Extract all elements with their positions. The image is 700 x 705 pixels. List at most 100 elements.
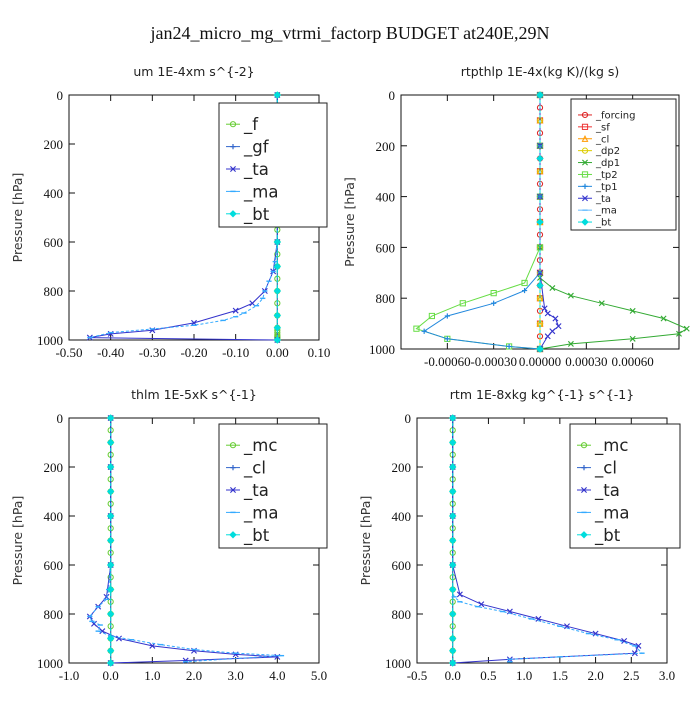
figure-title: jan24_micro_mg_vtrmi_factorp BUDGET at24… — [149, 23, 549, 43]
data-point — [478, 601, 485, 608]
data-point — [106, 659, 115, 667]
data-point — [273, 91, 282, 99]
legend: _mc _cl_ta_ma _bt — [218, 423, 328, 549]
data-point — [444, 313, 450, 319]
legend-label: _cl — [595, 134, 609, 145]
data-point — [232, 307, 239, 314]
data-point — [456, 591, 463, 598]
x-tick-label: -0.50 — [55, 345, 82, 360]
legend-marker — [581, 123, 589, 130]
y-tick-label: 0 — [405, 411, 412, 426]
data-point — [449, 536, 457, 545]
legend-label: _ta — [594, 481, 620, 501]
data-point — [106, 610, 115, 618]
y-tick-label: 800 — [376, 291, 396, 306]
x-tick-label: 2.0 — [186, 668, 202, 683]
y-tick-label: 600 — [44, 558, 64, 573]
legend-label: _mc — [243, 436, 277, 456]
chart-panel-3: thlm 1E-5xK s^{-1} Pressure [hPa] -1.0 0.0 1… — [10, 387, 328, 683]
x-tick-label: -0.40 — [97, 345, 124, 360]
data-point — [536, 91, 544, 99]
data-point — [521, 279, 528, 287]
legend-label: _cl — [594, 459, 617, 479]
legend-box — [569, 423, 681, 549]
legend: _mc _cl_ta_ma _bt — [569, 423, 681, 549]
data-point — [536, 281, 544, 290]
legend-marker — [581, 147, 589, 154]
data-point — [449, 463, 457, 471]
data-point — [106, 438, 115, 447]
legend-label: _cl — [243, 459, 266, 479]
legend-marker — [230, 144, 236, 150]
data-point — [544, 310, 551, 317]
data-point — [660, 315, 667, 322]
data-point — [449, 414, 457, 422]
legend-marker — [229, 442, 237, 449]
data-point — [428, 312, 435, 320]
x-tick-label: 1.0 — [516, 668, 532, 683]
data-point — [273, 311, 282, 320]
legend-label: _ma — [243, 503, 278, 523]
data-point — [413, 325, 420, 332]
y-axis-label: Pressure [hPa] — [10, 496, 25, 586]
data-point — [676, 330, 682, 337]
x-tick-label: -0.5 — [407, 668, 428, 683]
legend-label: _f — [243, 115, 259, 135]
x-tick-label: 1.0 — [144, 668, 160, 683]
legend-marker — [581, 218, 589, 226]
data-point — [449, 659, 457, 667]
legend: _f _gf_ta_ma _bt — [218, 102, 328, 228]
chart-panel-1: um 1E-4xm s^{-2} Pressure [hPa] -0.50 -0.40… — [10, 64, 330, 360]
data-point — [491, 300, 497, 306]
data-point — [535, 615, 542, 622]
legend-marker — [581, 487, 587, 493]
data-point — [273, 287, 282, 295]
legend-marker — [229, 210, 237, 218]
data-point — [149, 642, 156, 649]
data-point — [106, 634, 115, 643]
data-point — [449, 585, 457, 594]
y-tick-label: 800 — [44, 284, 64, 299]
series-line-ma — [89, 241, 278, 339]
legend-label: _tp2 — [595, 170, 618, 181]
data-point — [106, 561, 115, 569]
x-tick-label: 0.0 — [445, 668, 461, 683]
y-tick-label: 1000 — [369, 342, 395, 357]
legend-label: _ma — [594, 503, 629, 523]
data-point — [683, 325, 690, 332]
x-tick-label: -1.0 — [59, 668, 80, 683]
panel-title: um 1E-4xm s^{-2} — [133, 64, 254, 79]
legend-marker — [581, 171, 589, 178]
legend-marker — [580, 531, 588, 539]
y-tick-label: 0 — [57, 411, 64, 426]
legend-label: _bt — [594, 526, 621, 546]
data-point — [567, 292, 574, 299]
y-axis-label: Pressure [hPa] — [358, 496, 373, 586]
legend-marker — [580, 442, 588, 449]
data-point — [106, 536, 115, 545]
data-point — [506, 343, 512, 350]
x-tick-label: 0.00060 — [612, 354, 654, 369]
data-point — [444, 336, 450, 342]
y-tick-label: 400 — [44, 509, 64, 524]
x-tick-label: 2.5 — [623, 668, 639, 683]
data-point — [449, 438, 457, 447]
legend-label: _bt — [595, 218, 611, 229]
data-point — [103, 593, 110, 600]
data-point — [449, 634, 457, 643]
x-tick-label: 4.0 — [269, 668, 285, 683]
x-tick-label: 2.0 — [587, 668, 603, 683]
x-tick-label: -0.00060 — [424, 354, 471, 369]
x-tick-label: 0.00 — [266, 345, 289, 360]
data-point — [106, 487, 115, 496]
data-point — [521, 287, 528, 294]
legend-marker — [229, 121, 237, 128]
y-tick-label: 200 — [392, 460, 412, 475]
data-point — [490, 290, 497, 297]
data-point — [106, 585, 115, 594]
legend-label: _gf — [243, 138, 270, 158]
data-point — [549, 285, 556, 292]
panel-title: rtpthlp 1E-4x(kg K)/(kg s) — [461, 64, 620, 79]
legend-label: _dp2 — [595, 146, 620, 157]
